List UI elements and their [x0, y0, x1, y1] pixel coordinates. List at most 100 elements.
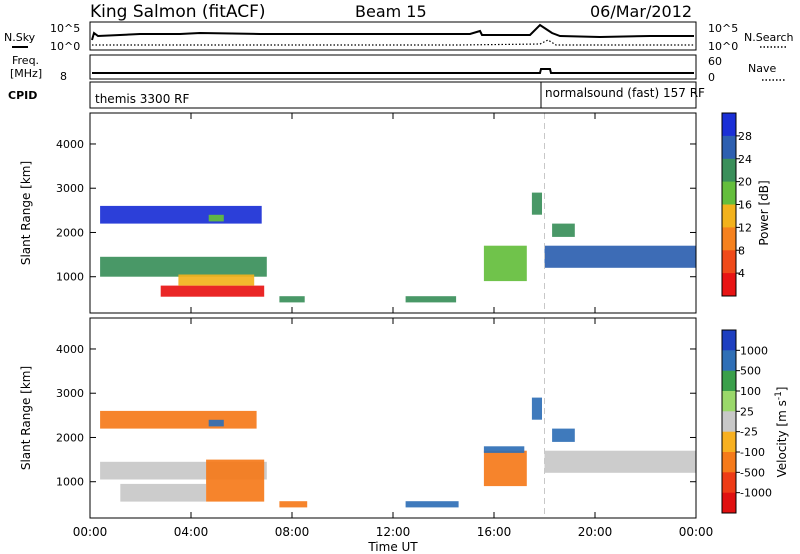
x-tick-label: 00:00: [73, 525, 108, 539]
nave-label: Nave: [748, 62, 776, 75]
power-colorbar-label: Power [dB]: [757, 180, 771, 245]
velocity-region-11: [552, 428, 575, 442]
noise-sky-label: N.Sky: [4, 31, 36, 44]
noise-left-tick-bottom: 10^0: [50, 40, 80, 53]
power-colorbar-swatch: [722, 273, 736, 297]
freq-label-1: Freq.: [12, 54, 39, 67]
y-tick-label: 2000: [56, 226, 84, 239]
power-colorbar: 28 24 20 16 12 8 4: [721, 112, 752, 297]
velocity-colorbar-tick-label: 1000: [740, 344, 768, 357]
power-colorbar-tick-label: 20: [738, 176, 752, 189]
y-tick-label: 3000: [56, 387, 84, 400]
power-colorbar-swatch: [722, 135, 736, 160]
velocity-ylabel: Slant Range [km]: [19, 366, 33, 470]
freq-panel: Freq. [MHz] 8 60 0 Nave: [10, 54, 786, 84]
velocity-colorbar-tick-label: -500: [740, 466, 765, 479]
nave-tick-bottom: 0: [708, 71, 715, 84]
power-colorbar-swatch: [722, 158, 736, 183]
y-tick-label: 4000: [56, 138, 84, 151]
velocity-colorbar-swatch: [722, 452, 736, 473]
velocity-colorbar-swatch: [722, 330, 736, 351]
power-colorbar-swatch: [722, 181, 736, 205]
velocity-colorbar-tick-label: -25: [740, 426, 758, 439]
velocity-colorbar-tick-label: 500: [740, 365, 761, 378]
freq-label-2: [MHz]: [10, 67, 42, 80]
cpid-frame: [89, 81, 697, 109]
power-colorbar-tick-label: 16: [738, 199, 752, 212]
velocity-colorbar-swatch: [722, 492, 736, 514]
station-title: King Salmon (fitACF): [90, 2, 266, 22]
velocity-region-8: [483, 446, 525, 453]
power-region-7: [483, 245, 527, 282]
y-tick-label: 1000: [56, 271, 84, 284]
velocity-colorbar-swatch: [722, 350, 736, 372]
velocity-region-1: [120, 483, 207, 502]
velocity-label-main: Velocity [m s: [775, 400, 789, 477]
velocity-colorbar-tick-label: 100: [740, 385, 761, 398]
power-region-1: [100, 205, 262, 224]
freq-left-tick: 8: [60, 70, 67, 83]
velocity-region-2: [206, 459, 265, 502]
noise-right-tick-bottom: 10^0: [708, 40, 738, 53]
y-tick-label: 1000: [56, 476, 84, 489]
power-region-8: [531, 192, 542, 215]
velocity-colorbar-swatch: [722, 431, 736, 453]
y-tick-label: 3000: [56, 182, 84, 195]
noise-left-tick-top: 10^5: [50, 22, 80, 35]
power-marks: [100, 113, 696, 313]
velocity-region-4: [208, 419, 224, 427]
velocity-region-10: [544, 450, 696, 473]
nave-tick-top: 60: [708, 55, 722, 68]
velocity-yticks: 1000 2000 3000 4000: [56, 343, 696, 489]
power-region-6: [405, 296, 457, 303]
velocity-colorbar-tick-label: 25: [740, 405, 754, 418]
velocity-colorbar-tick-label: -1000: [740, 487, 772, 500]
velocity-label-end: ]: [775, 387, 789, 392]
velocity-colorbar-swatch: [722, 411, 736, 433]
power-colorbar-swatch: [722, 227, 736, 251]
x-tick-label: 20:00: [578, 525, 613, 539]
power-region-4: [208, 214, 224, 222]
velocity-colorbar-swatch: [722, 370, 736, 392]
x-axis-label: Time UT: [367, 540, 418, 554]
power-yticks: 1000 2000 3000 4000: [56, 138, 696, 284]
cpid-panel: CPID themis 3300 RF normalsound (fast) 1…: [8, 81, 705, 109]
power-region-9: [544, 245, 696, 268]
y-tick-label: 4000: [56, 343, 84, 356]
freq-trace: [92, 68, 694, 74]
power-colorbar-swatch: [722, 250, 736, 274]
x-tick-label: 00:00: [679, 525, 714, 539]
velocity-region-6: [405, 501, 459, 508]
x-axis-ticks: 00:00 04:00 08:00 12:00 16:00 20:00 00:00: [73, 113, 714, 539]
power-colorbar-tick-label: 8: [738, 244, 745, 257]
velocity-panel: Slant Range [km] 1000 2000 3000 4000: [19, 317, 697, 519]
power-colorbar-swatch: [722, 204, 736, 228]
power-region-3: [178, 274, 255, 286]
noise-panel: N.Sky 10^5 10^0 10^5 10^0 N.Search: [4, 21, 794, 53]
power-colorbar-tick-label: 28: [738, 130, 752, 143]
power-region-2: [160, 285, 265, 297]
power-panel: Slant Range [km] 1000 2000 3000 4000: [19, 112, 697, 314]
x-tick-label: 12:00: [376, 525, 411, 539]
cpid-segment-themis: themis 3300 RF: [95, 92, 189, 106]
power-colorbar-swatch: [722, 113, 736, 137]
y-tick-label: 2000: [56, 431, 84, 444]
x-tick-label: 16:00: [477, 525, 512, 539]
velocity-colorbar-frame: [721, 329, 737, 514]
power-colorbar-tick-label: 24: [738, 153, 752, 166]
power-colorbar-tick-label: 4: [738, 267, 745, 280]
velocity-colorbar-label: Velocity [m s-1]: [774, 387, 789, 478]
velocity-colorbar-tick-label: -100: [740, 446, 765, 459]
velocity-region-3: [100, 410, 257, 429]
velocity-region-5: [279, 501, 308, 508]
date-title: 06/Mar/2012: [590, 2, 692, 21]
noise-frame: [89, 21, 697, 51]
velocity-colorbar: 1000 500 100 25 -25 -100 -500 -1000: [721, 329, 772, 514]
noise-search-label: N.Search: [744, 31, 794, 44]
velocity-colorbar-swatch: [722, 391, 736, 412]
x-tick-label: 08:00: [275, 525, 310, 539]
noise-right-tick-top: 10^5: [708, 22, 738, 35]
noise-sky-trace: [91, 23, 694, 41]
noise-search-trace: [92, 39, 694, 46]
